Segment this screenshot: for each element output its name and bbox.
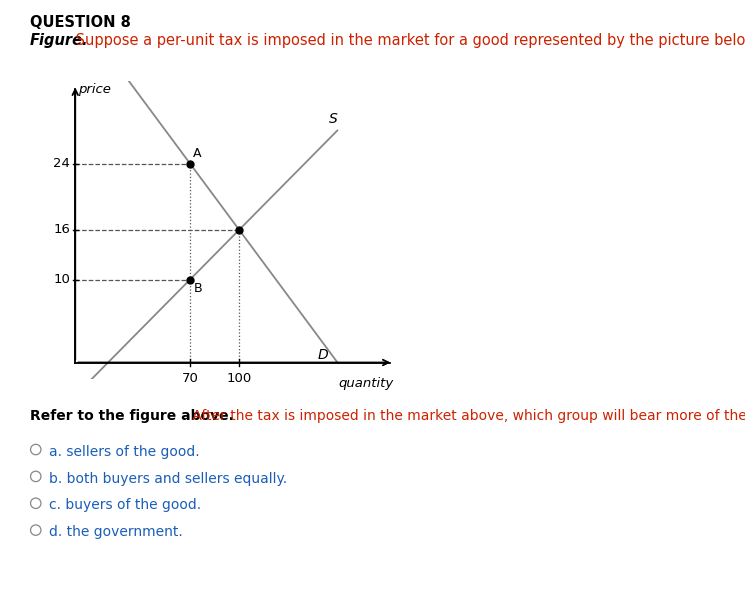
Text: Refer to the figure above.: Refer to the figure above.: [30, 409, 234, 423]
Text: D: D: [318, 349, 329, 362]
Text: S: S: [329, 112, 338, 126]
Text: c. buyers of the good.: c. buyers of the good.: [49, 498, 201, 512]
Text: 16: 16: [54, 223, 70, 236]
Text: d. the government.: d. the government.: [49, 525, 183, 539]
Text: a. sellers of the good.: a. sellers of the good.: [49, 445, 200, 458]
Text: b. both buyers and sellers equally.: b. both buyers and sellers equally.: [49, 472, 288, 485]
Text: 10: 10: [54, 273, 70, 286]
Text: 70: 70: [182, 373, 198, 386]
Text: Figure.: Figure.: [30, 33, 89, 48]
Text: quantity: quantity: [338, 377, 393, 390]
Text: 24: 24: [54, 157, 70, 170]
Text: B: B: [193, 282, 202, 295]
Text: QUESTION 8: QUESTION 8: [30, 15, 130, 30]
Text: 100: 100: [226, 373, 252, 386]
Text: price: price: [78, 83, 112, 96]
Text: A: A: [193, 147, 202, 160]
Text: Suppose a per-unit tax is imposed in the market for a good represented by the pi: Suppose a per-unit tax is imposed in the…: [71, 33, 745, 48]
Text: After the tax is imposed in the market above, which group will bear more of the : After the tax is imposed in the market a…: [188, 409, 745, 423]
